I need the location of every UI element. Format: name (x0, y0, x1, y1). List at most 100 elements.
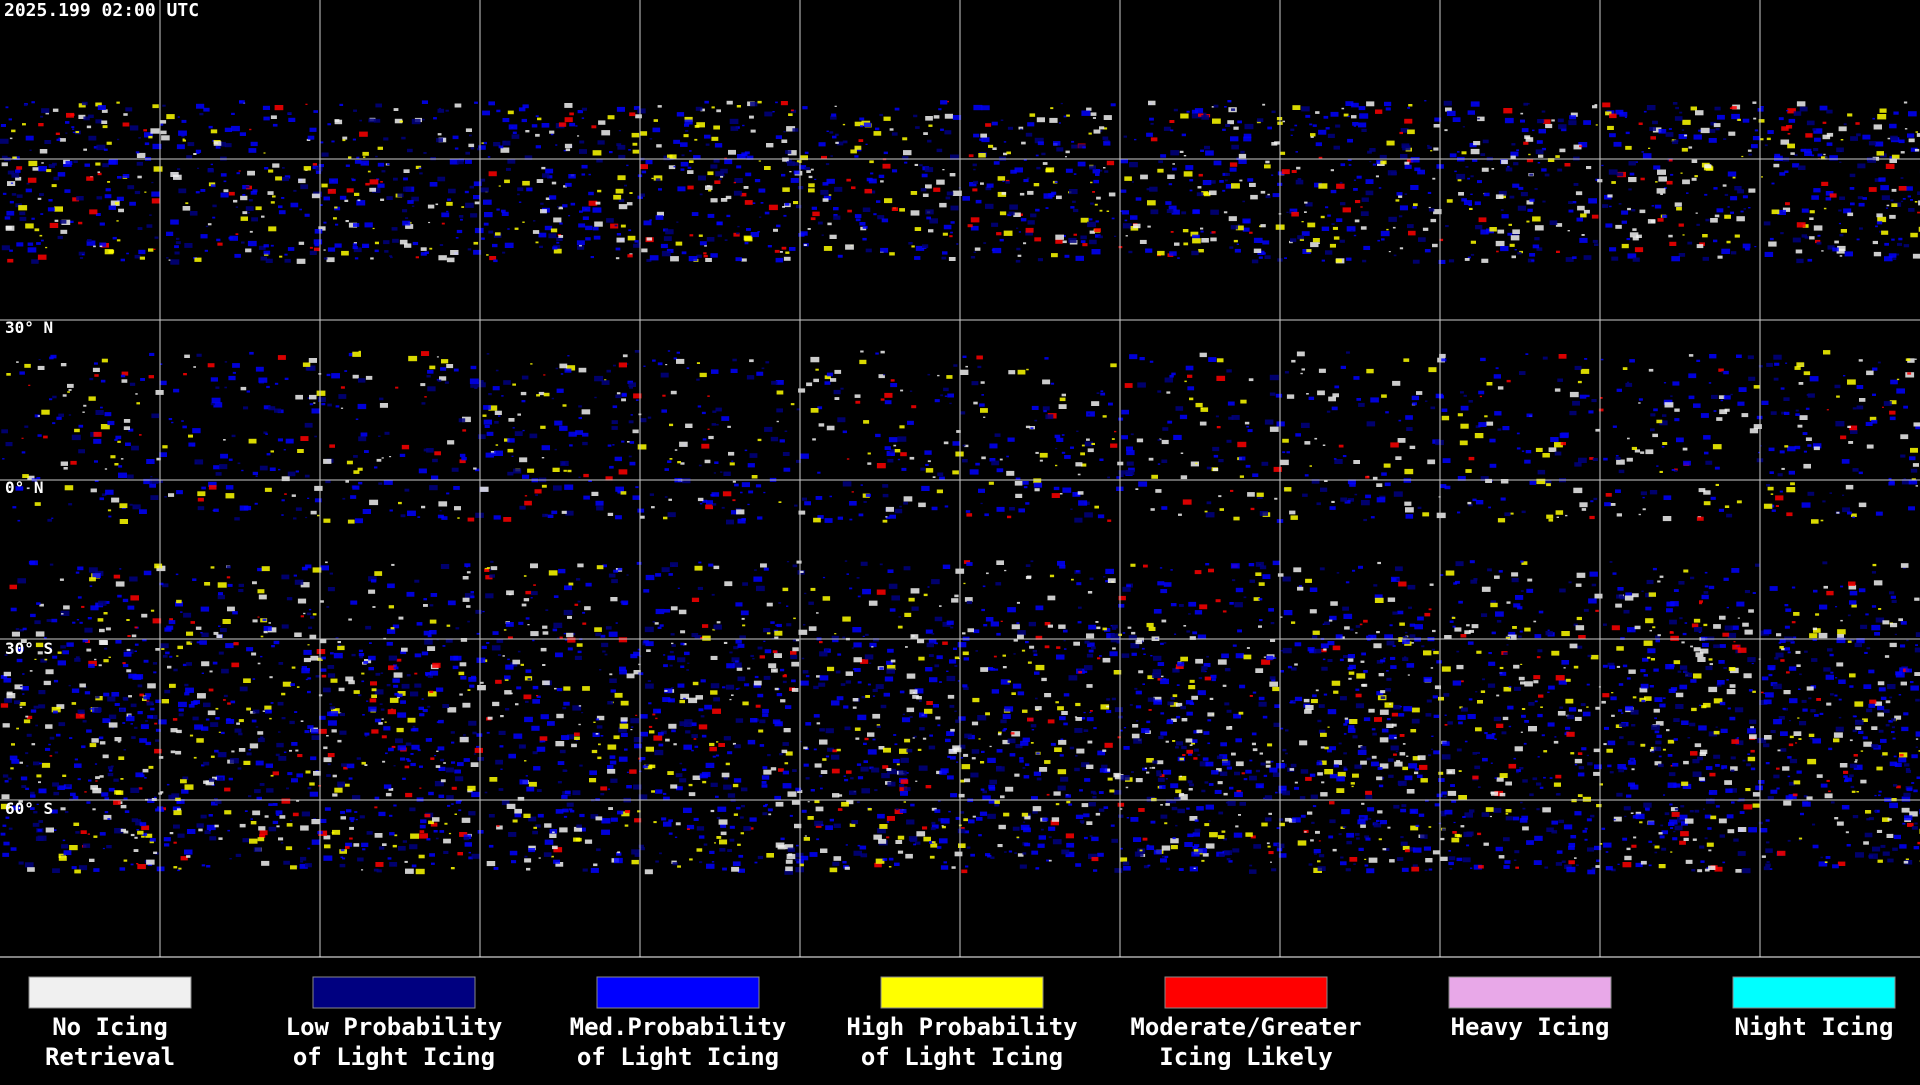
icing-speckle (323, 222, 326, 224)
icing-speckle (1731, 568, 1739, 573)
icing-speckle (1719, 616, 1726, 620)
icing-speckle (558, 569, 565, 573)
icing-speckle (670, 154, 677, 158)
icing-speckle (670, 256, 679, 261)
icing-speckle (1866, 371, 1874, 376)
icing-speckle (105, 490, 114, 495)
icing-speckle (1627, 438, 1630, 440)
icing-speckle (880, 180, 884, 182)
icing-speckle (663, 654, 665, 655)
icing-speckle (1309, 397, 1315, 400)
icing-speckle (1908, 208, 1914, 212)
icing-speckle (724, 581, 732, 586)
icing-speckle (653, 821, 656, 823)
icing-speckle (704, 101, 709, 104)
icing-speckle (933, 188, 940, 192)
icing-speckle (256, 367, 264, 372)
icing-speckle (1705, 219, 1709, 222)
icing-speckle (1556, 251, 1560, 253)
icing-speckle (196, 191, 200, 193)
icing-speckle (1898, 238, 1902, 241)
icing-speckle (1573, 488, 1582, 493)
icing-speckle (556, 242, 559, 244)
icing-speckle (1058, 786, 1066, 791)
icing-speckle (1028, 220, 1035, 224)
icing-speckle (1181, 211, 1186, 214)
icing-speckle (239, 170, 241, 171)
icing-speckle (1589, 516, 1594, 519)
icing-speckle (754, 569, 757, 571)
icing-speckle (90, 605, 98, 610)
icing-speckle (115, 436, 121, 440)
icing-speckle (1704, 591, 1709, 594)
icing-speckle (1745, 590, 1750, 593)
icing-speckle (716, 424, 719, 426)
icing-speckle (1400, 205, 1408, 210)
icing-speckle (375, 250, 379, 253)
icing-speckle (1341, 163, 1346, 166)
icing-speckle (665, 496, 668, 498)
icing-speckle (170, 220, 179, 225)
icing-speckle (412, 206, 414, 207)
icing-speckle (1487, 382, 1493, 386)
icing-speckle (384, 250, 388, 253)
icing-speckle (397, 194, 403, 198)
icing-speckle (123, 123, 130, 127)
icing-speckle (1078, 491, 1084, 495)
icing-speckle (935, 617, 943, 622)
icing-speckle (1489, 227, 1497, 232)
icing-speckle (1877, 221, 1882, 224)
icing-speckle (1649, 369, 1654, 372)
icing-speckle (484, 569, 489, 572)
icing-speckle (1227, 100, 1231, 102)
icing-speckle (1662, 414, 1666, 417)
icing-speckle (656, 144, 662, 147)
icing-speckle (1359, 113, 1368, 118)
icing-speckle (980, 408, 988, 413)
icing-speckle (995, 433, 1001, 437)
icing-speckle (226, 493, 235, 498)
icing-speckle (696, 107, 703, 111)
icing-speckle (1090, 231, 1095, 234)
icing-speckle (776, 258, 784, 263)
icing-speckle (1542, 453, 1550, 458)
icing-speckle (633, 143, 638, 146)
icing-speckle (1291, 212, 1299, 217)
icing-speckle (1775, 495, 1783, 500)
icing-speckle (1114, 236, 1116, 237)
icing-speckle (1172, 740, 1175, 742)
icing-speckle (1910, 199, 1913, 201)
icing-speckle (818, 222, 823, 225)
icing-speckle (910, 457, 915, 460)
icing-speckle (737, 105, 741, 108)
icing-speckle (197, 168, 199, 169)
icing-speckle (211, 184, 216, 187)
icing-speckle (560, 461, 569, 466)
icing-speckle (638, 444, 647, 449)
icing-speckle (838, 808, 843, 811)
icing-speckle (1601, 828, 1605, 830)
icing-speckle (124, 426, 130, 430)
icing-speckle (1242, 201, 1245, 203)
icing-speckle (120, 709, 125, 712)
icing-speckle (1255, 572, 1261, 576)
icing-speckle (1310, 465, 1313, 467)
icing-speckle (1388, 170, 1397, 175)
icing-speckle (512, 134, 520, 139)
icing-speckle (353, 375, 359, 379)
icing-speckle (1362, 198, 1369, 202)
icing-speckle (490, 561, 493, 563)
icing-speckle (1301, 423, 1310, 428)
icing-speckle (1865, 613, 1868, 615)
icing-speckle (420, 383, 425, 386)
icing-speckle (377, 184, 384, 188)
icing-speckle (938, 108, 941, 110)
icing-speckle (1715, 467, 1720, 470)
icing-speckle (85, 164, 91, 167)
icing-speckle (1101, 390, 1104, 392)
icing-speckle (843, 431, 847, 434)
icing-speckle (1840, 620, 1843, 622)
icing-speckle (651, 506, 655, 508)
icing-speckle (1453, 117, 1461, 122)
icing-speckle (1208, 357, 1216, 362)
